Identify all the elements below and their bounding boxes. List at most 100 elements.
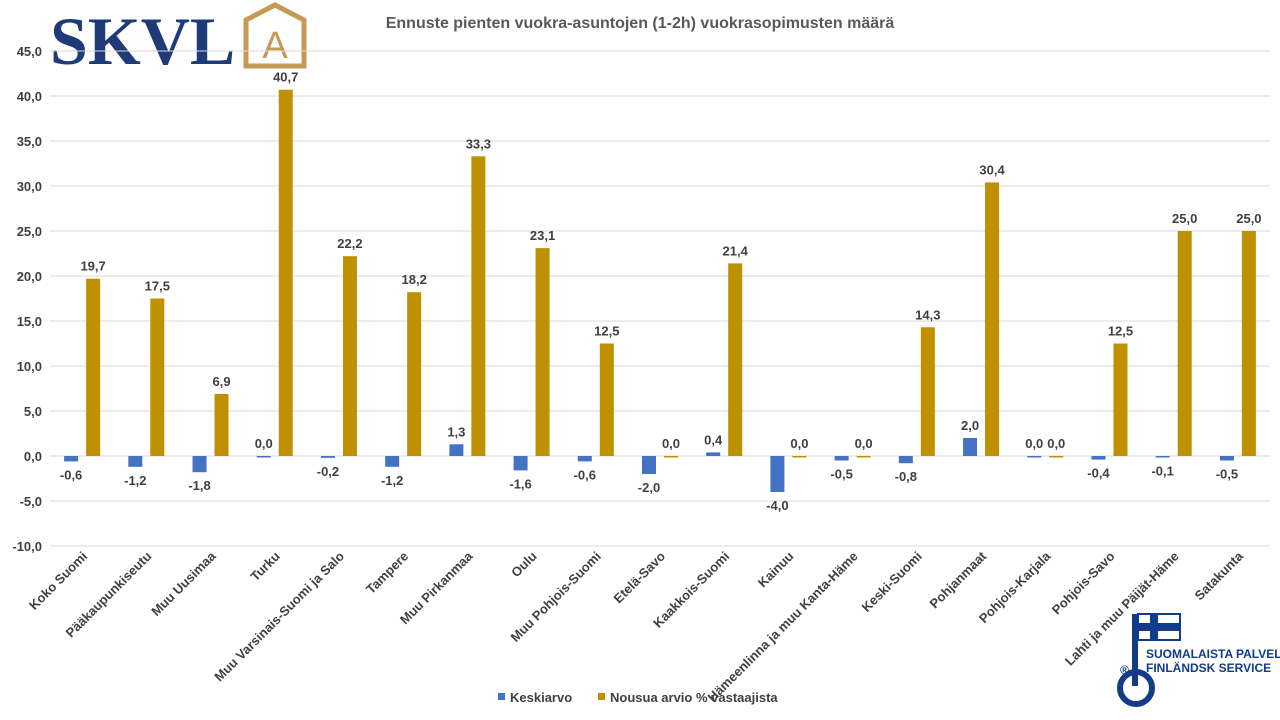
data-label-keskiarvo: -1,2 xyxy=(124,473,146,488)
bar-keskiarvo xyxy=(770,456,785,492)
y-tick-label: -10,0 xyxy=(12,539,42,554)
key-flag-logo: SUOMALAISTA PALVELUA FINLÄNDSK SERVICE ® xyxy=(1117,613,1280,707)
data-label-keskiarvo: -1,6 xyxy=(509,476,531,491)
bar-nousua xyxy=(86,278,101,456)
legend: Keskiarvo Nousua arvio % vastaajista xyxy=(498,690,778,705)
key-logo-line1: SUOMALAISTA PALVELUA xyxy=(1146,647,1280,661)
chart-title: Ennuste pienten vuokra-asuntojen (1-2h) … xyxy=(386,15,895,32)
data-label-keskiarvo: -2,0 xyxy=(638,480,660,495)
bar-nousua xyxy=(150,298,165,456)
bar-keskiarvo xyxy=(513,456,528,471)
category-label: Muu Varsinais-Suomi ja Salo xyxy=(211,548,347,684)
category-label: Satakunta xyxy=(1191,548,1246,603)
bar-keskiarvo xyxy=(898,456,913,464)
category-label: Oulu xyxy=(508,548,540,580)
bar-nousua xyxy=(1113,343,1128,456)
y-tick-label: -5,0 xyxy=(20,494,42,509)
bar-keskiarvo xyxy=(1219,456,1234,461)
bar-nousua xyxy=(985,182,1000,456)
data-label-keskiarvo: -0,5 xyxy=(830,467,852,482)
legend-swatch-nousua xyxy=(598,693,605,700)
data-label-nousua: 33,3 xyxy=(466,136,491,151)
bar-keskiarvo xyxy=(577,456,592,462)
y-axis-ticks: 45,0 40,0 35,0 30,0 25,0 20,0 15,0 10,0 5,0 0,0 -5… xyxy=(12,44,42,554)
bar-nousua xyxy=(471,156,486,457)
data-label-keskiarvo: -0,1 xyxy=(1151,464,1173,479)
data-label-keskiarvo: 0,0 xyxy=(1025,436,1043,451)
category-label: Tampere xyxy=(363,549,411,597)
bar-keskiarvo xyxy=(642,456,656,474)
category-label: Pohjois-Savo xyxy=(1049,548,1118,617)
bars xyxy=(64,89,1256,492)
key-logo-line2: FINLÄNDSK SERVICE xyxy=(1146,660,1271,675)
category-label: Keski-Suomi xyxy=(859,549,925,615)
y-tick-label: 5,0 xyxy=(24,404,42,419)
data-label-keskiarvo: -0,4 xyxy=(1087,466,1110,481)
house-badge-icon: A xyxy=(243,2,307,69)
data-label-keskiarvo: 1,3 xyxy=(447,424,465,439)
bar-nousua xyxy=(278,89,293,456)
data-label-nousua: 25,0 xyxy=(1172,211,1197,226)
bar-nousua xyxy=(920,327,935,456)
data-label-nousua: 25,0 xyxy=(1236,211,1261,226)
legend-label-nousua: Nousua arvio % vastaajista xyxy=(610,690,778,705)
data-label-nousua: 30,4 xyxy=(979,162,1005,177)
data-label-nousua: 22,2 xyxy=(337,236,362,251)
bar-keskiarvo xyxy=(256,456,271,458)
data-label-nousua: 0,0 xyxy=(662,436,680,451)
bar-keskiarvo xyxy=(320,456,335,458)
data-label-nousua: 23,1 xyxy=(530,228,555,243)
bar-nousua xyxy=(664,456,678,458)
data-label-nousua: 17,5 xyxy=(145,279,170,294)
bar-nousua xyxy=(407,292,422,456)
bar-nousua xyxy=(214,393,229,456)
data-label-keskiarvo: -0,2 xyxy=(317,464,339,479)
y-tick-label: 35,0 xyxy=(17,134,42,149)
registered-mark: ® xyxy=(1120,663,1129,677)
bar-keskiarvo xyxy=(192,456,207,473)
data-label-keskiarvo: 0,0 xyxy=(255,436,273,451)
bar-nousua xyxy=(599,343,614,456)
data-label-keskiarvo: -0,6 xyxy=(60,467,82,482)
bar-nousua xyxy=(342,256,357,456)
category-label: Kainuu xyxy=(755,548,797,590)
data-label-keskiarvo: -0,5 xyxy=(1216,467,1238,482)
bar-keskiarvo xyxy=(385,456,400,467)
bar-nousua xyxy=(728,263,743,456)
bar-keskiarvo xyxy=(449,444,464,456)
gridlines xyxy=(50,50,1270,547)
bar-keskiarvo xyxy=(1027,456,1042,458)
y-tick-label: 40,0 xyxy=(17,89,42,104)
y-tick-label: 10,0 xyxy=(17,359,42,374)
data-label-nousua: 21,4 xyxy=(723,243,749,258)
bar-nousua xyxy=(1241,231,1256,456)
legend-swatch-keskiarvo xyxy=(498,693,505,700)
category-label: Etelä-Savo xyxy=(611,548,669,606)
category-label: Pohjanmaat xyxy=(926,548,989,611)
y-tick-label: 15,0 xyxy=(17,314,42,329)
data-label-nousua: 6,9 xyxy=(212,374,230,389)
legend-label-keskiarvo: Keskiarvo xyxy=(510,690,572,705)
bar-keskiarvo xyxy=(834,456,849,461)
data-label-nousua: 14,3 xyxy=(915,307,940,322)
data-label-nousua: 12,5 xyxy=(594,324,619,339)
bar-nousua xyxy=(1177,231,1192,456)
data-label-nousua: 0,0 xyxy=(790,436,808,451)
data-label-keskiarvo: 0,4 xyxy=(704,432,723,447)
bar-nousua xyxy=(1049,456,1064,458)
bar-keskiarvo xyxy=(963,438,978,456)
category-label: Turku xyxy=(247,548,283,584)
data-label-nousua: 12,5 xyxy=(1108,324,1133,339)
bar-nousua xyxy=(535,248,550,456)
data-label-keskiarvo: -4,0 xyxy=(766,498,788,513)
y-tick-label: 25,0 xyxy=(17,224,42,239)
skvl-logo: SKVL A xyxy=(50,2,307,79)
bar-keskiarvo xyxy=(1155,456,1170,458)
data-label-nousua: 19,7 xyxy=(80,259,105,274)
data-label-keskiarvo: 2,0 xyxy=(961,418,979,433)
bar-keskiarvo xyxy=(706,452,721,456)
data-label-keskiarvo: -1,2 xyxy=(381,473,403,488)
logo-badge-letter: A xyxy=(262,25,288,67)
